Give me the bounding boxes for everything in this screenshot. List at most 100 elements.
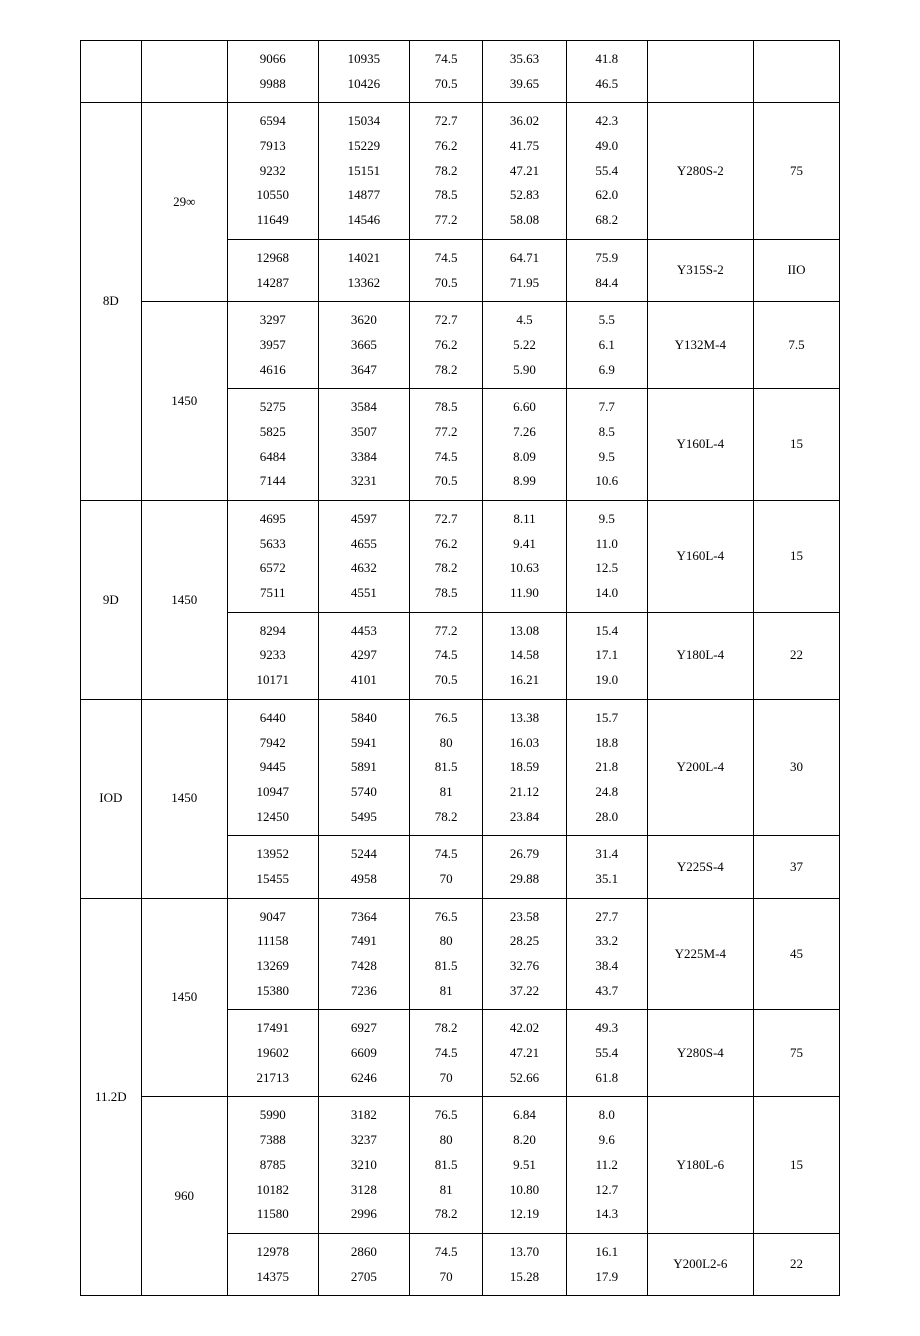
table-cell: 6594791392321055011649 [227, 103, 318, 239]
table-cell: 22 [753, 612, 839, 699]
table-cell: Y200L2-6 [647, 1233, 753, 1295]
table-cell: Y280S-2 [647, 103, 753, 239]
table-cell: 1503415229151511487714546 [318, 103, 409, 239]
table-cell: 22 [753, 1233, 839, 1295]
table-cell: 74.570.5 [409, 41, 482, 103]
table-cell: 15 [753, 1097, 839, 1233]
table-cell: 64.7171.95 [483, 239, 566, 301]
table-cell: 8294923310171 [227, 612, 318, 699]
table-row: 9D14504695563365727511459746554632455172… [81, 501, 840, 613]
table-cell: 15 [753, 389, 839, 501]
table-cell: 52444958 [318, 836, 409, 898]
table-cell: 1450 [141, 898, 227, 1097]
table-cell: 42.0247.2152.66 [483, 1010, 566, 1097]
table-cell: Y280S-4 [647, 1010, 753, 1097]
table-cell: 1402113362 [318, 239, 409, 301]
table-cell: IIO [753, 239, 839, 301]
table-cell: Y200L-4 [647, 699, 753, 835]
table-cell: 77.274.570.5 [409, 612, 482, 699]
table-cell: 16.117.9 [566, 1233, 647, 1295]
table-cell: 74.570 [409, 1233, 482, 1295]
table-cell: 8.09.611.212.714.3 [566, 1097, 647, 1233]
table-cell: 362036653647 [318, 302, 409, 389]
table-cell: 72.776.278.278.577.2 [409, 103, 482, 239]
table-cell: 4.55.225.90 [483, 302, 566, 389]
table-cell: 29∞ [141, 103, 227, 302]
table-cell: 76.58081.58178.2 [409, 1097, 482, 1233]
table-cell: 329739574616 [227, 302, 318, 389]
table-cell: 23.5828.2532.7637.22 [483, 898, 566, 1010]
table-cell: 75 [753, 103, 839, 239]
table-cell: 58405941589157405495 [318, 699, 409, 835]
table-cell: 445342974101 [318, 612, 409, 699]
table-cell: 5275582564847144 [227, 389, 318, 501]
table-cell: Y132M-4 [647, 302, 753, 389]
table-row: 11.2D14509047111581326915380736474917428… [81, 898, 840, 1010]
table-cell: 49.355.461.8 [566, 1010, 647, 1097]
table-row: 8D29∞65947913923210550116491503415229151… [81, 103, 840, 239]
table-cell: 42.349.055.462.068.2 [566, 103, 647, 239]
table-cell: 72.776.278.2 [409, 302, 482, 389]
table-cell: Y180L-4 [647, 612, 753, 699]
table-cell: 1450 [141, 699, 227, 898]
table-cell: 37 [753, 836, 839, 898]
table-cell: 5.56.16.9 [566, 302, 647, 389]
spec-table: 90669988109351042674.570.535.6339.6541.8… [80, 40, 840, 1296]
table-cell: 3584350733843231 [318, 389, 409, 501]
table-cell: 90669988 [227, 41, 318, 103]
table-cell: 13.0814.5816.21 [483, 612, 566, 699]
table-cell: 76.58081.58178.2 [409, 699, 482, 835]
table-cell: 1450 [141, 302, 227, 501]
table-cell: 692766096246 [318, 1010, 409, 1097]
table-cell: 41.846.5 [566, 41, 647, 103]
table-cell: 1395215455 [227, 836, 318, 898]
table-cell: 174911960221713 [227, 1010, 318, 1097]
table-cell [81, 41, 142, 103]
table-cell: 75.984.4 [566, 239, 647, 301]
table-cell: 45 [753, 898, 839, 1010]
table-cell: 15.718.821.824.828.0 [566, 699, 647, 835]
table-cell [141, 41, 227, 103]
table-cell: Y160L-4 [647, 501, 753, 613]
table-cell: 9D [81, 501, 142, 700]
table-cell: IOD [81, 699, 142, 898]
table-cell: 960 [141, 1097, 227, 1296]
table-cell: 9047111581326915380 [227, 898, 318, 1010]
table-cell: Y160L-4 [647, 389, 753, 501]
table-cell: 7364749174287236 [318, 898, 409, 1010]
table-cell: 28602705 [318, 1233, 409, 1295]
table-cell: 15.417.119.0 [566, 612, 647, 699]
table-cell: 26.7929.88 [483, 836, 566, 898]
table-cell: Y225M-4 [647, 898, 753, 1010]
table-cell: 13.7015.28 [483, 1233, 566, 1295]
table-cell: 27.733.238.443.7 [566, 898, 647, 1010]
table-cell: 5990738887851018211580 [227, 1097, 318, 1233]
table-cell: 6.848.209.5110.8012.19 [483, 1097, 566, 1233]
table-cell: 6440794294451094712450 [227, 699, 318, 835]
table-cell: Y180L-6 [647, 1097, 753, 1233]
table-cell: 36.0241.7547.2152.8358.08 [483, 103, 566, 239]
table-cell: 78.577.274.570.5 [409, 389, 482, 501]
table-row: IOD1450644079429445109471245058405941589… [81, 699, 840, 835]
table-cell: 7.5 [753, 302, 839, 389]
table-cell: 72.776.278.278.5 [409, 501, 482, 613]
table-cell: Y315S-2 [647, 239, 753, 301]
table-cell: 15 [753, 501, 839, 613]
table-cell: 4695563365727511 [227, 501, 318, 613]
table-cell: 35.6339.65 [483, 41, 566, 103]
table-row: 9605990738887851018211580318232373210312… [81, 1097, 840, 1233]
table-cell: 78.274.570 [409, 1010, 482, 1097]
table-cell: 1297814375 [227, 1233, 318, 1295]
table-cell: 7.78.59.510.6 [566, 389, 647, 501]
table-cell: 74.570.5 [409, 239, 482, 301]
table-cell: 9.511.012.514.0 [566, 501, 647, 613]
table-row: 145032973957461636203665364772.776.278.2… [81, 302, 840, 389]
table-cell: 31.435.1 [566, 836, 647, 898]
table-cell: 11.2D [81, 898, 142, 1296]
table-cell: 13.3816.0318.5921.1223.84 [483, 699, 566, 835]
table-cell: 76.58081.581 [409, 898, 482, 1010]
table-cell: 74.570 [409, 836, 482, 898]
table-cell: 6.607.268.098.99 [483, 389, 566, 501]
table-cell: 75 [753, 1010, 839, 1097]
table-cell: 1296814287 [227, 239, 318, 301]
